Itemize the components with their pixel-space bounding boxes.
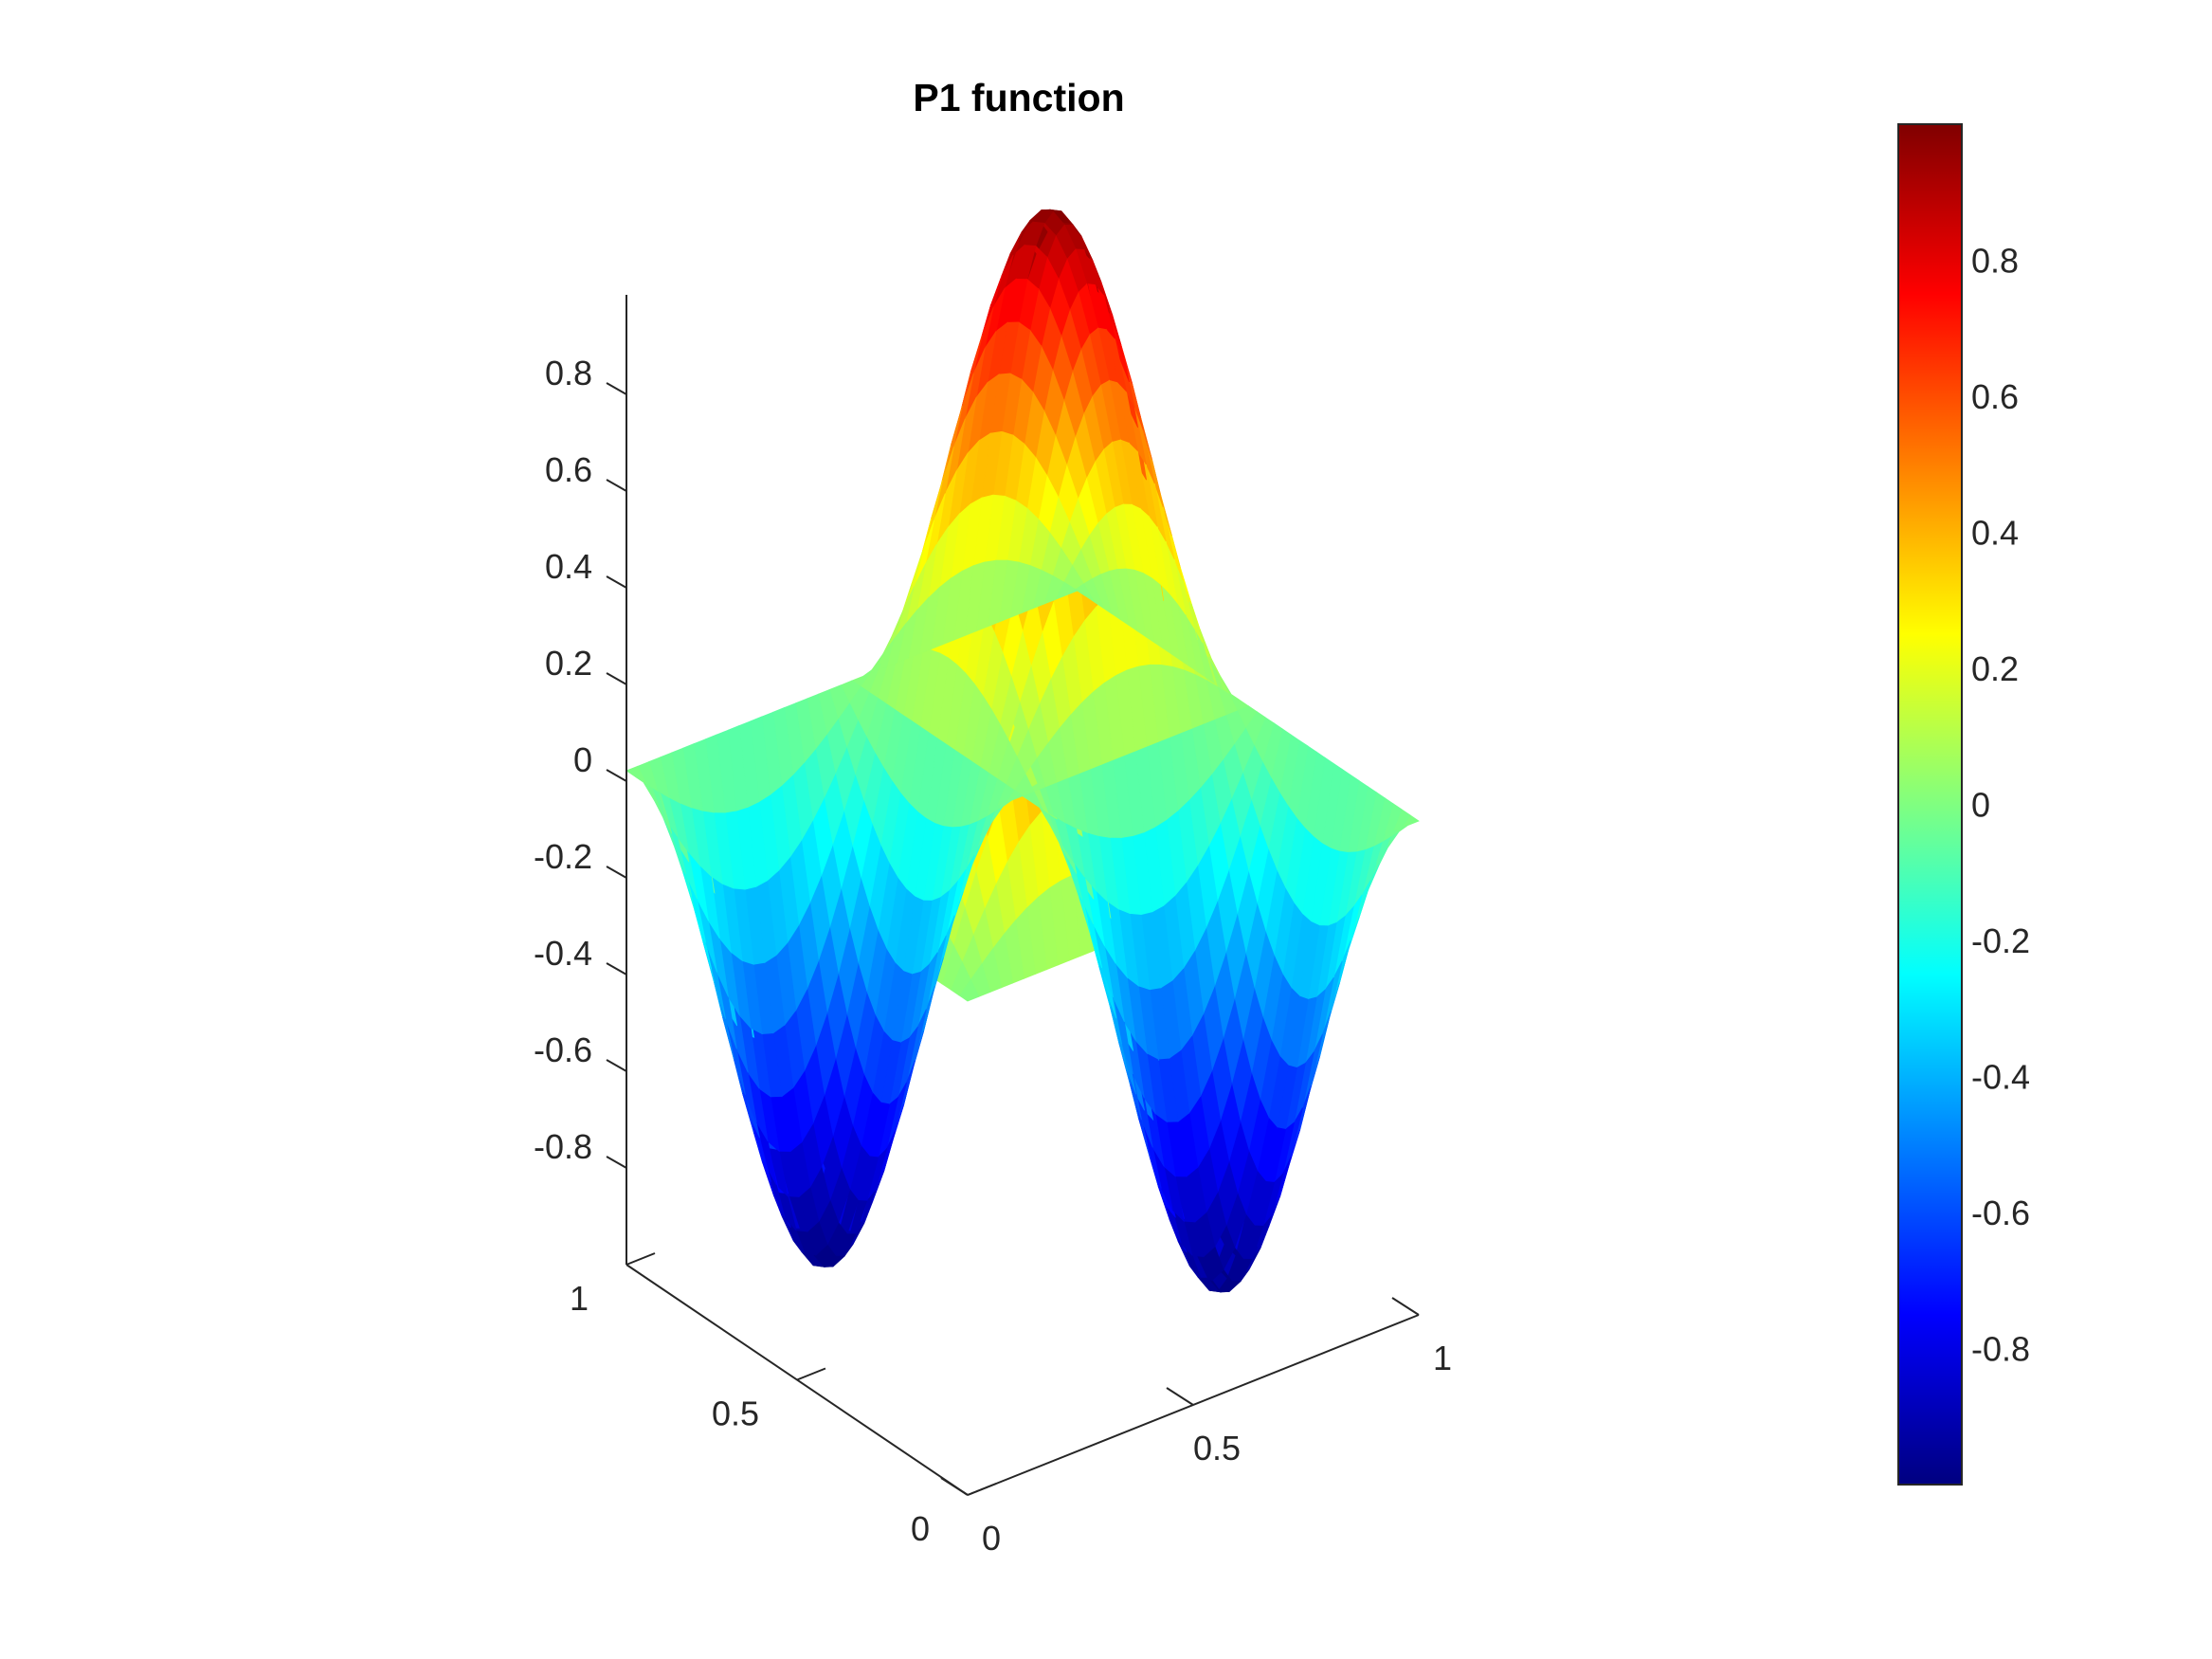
colorbar-bar (1897, 123, 1963, 1486)
z-tick-label: -0.6 (534, 1030, 592, 1069)
x-tick-mark (940, 1477, 969, 1496)
x-tick-mark (1391, 1297, 1420, 1316)
z-tick-mark (606, 962, 627, 975)
z-tick-mark (606, 382, 627, 395)
y-tick-label: 1 (570, 1279, 589, 1318)
y-tick-mark (796, 1367, 826, 1381)
z-tick-label: -0.4 (534, 934, 592, 973)
z-tick-label: 0.2 (545, 644, 592, 683)
z-tick-label: -0.2 (534, 837, 592, 876)
colorbar-tick-label: 0.6 (1971, 377, 2019, 416)
surface-patch (626, 765, 647, 785)
y-tick-mark (967, 1483, 997, 1496)
z-tick-mark (606, 575, 627, 589)
x-tick-label: 0.5 (1193, 1429, 1241, 1468)
z-tick-mark (606, 1059, 627, 1072)
z-tick-label: 0 (573, 740, 592, 779)
surface-plot (626, 209, 1420, 1293)
z-tick-mark (606, 672, 627, 685)
x-tick-mark (1166, 1387, 1194, 1406)
x-tick-label: 0 (982, 1519, 1001, 1558)
x-tick-label: 1 (1433, 1339, 1452, 1377)
z-tick-mark (606, 769, 627, 782)
colorbar (1897, 123, 1963, 1486)
colorbar-tick-label: 0.2 (1971, 649, 2019, 688)
colorbar-tick-label: -0.8 (1971, 1330, 2030, 1369)
y-tick-label: 0.5 (712, 1395, 759, 1433)
colorbar-tick-label: 0.8 (1971, 242, 2019, 281)
z-tick-label: -0.8 (534, 1127, 592, 1166)
y-tick-label: 0 (911, 1509, 930, 1548)
colorbar-tick-label: 0.4 (1971, 514, 2019, 553)
colorbar-tick-label: -0.2 (1971, 921, 2030, 960)
axis-ticks: -0.8 -0.6 -0.4 -0.2 0 0.2 0.4 0.6 0.8 0 0.5 1 0 0.5 1 -… (534, 242, 2030, 1559)
y-tick-mark (626, 1252, 656, 1266)
colorbar-tick-label: 0 (1971, 786, 1990, 825)
z-tick-label: 0.6 (545, 450, 592, 489)
chart-title: P1 function (913, 76, 1124, 119)
z-tick-label: 0.4 (545, 547, 592, 586)
z-tick-mark (606, 866, 627, 879)
z-tick-label: 0.8 (545, 354, 592, 392)
colorbar-tick-label: -0.6 (1971, 1194, 2030, 1232)
z-tick-mark (606, 479, 627, 492)
z-tick-mark (606, 1156, 627, 1169)
colorbar-tick-label: -0.4 (1971, 1058, 2030, 1097)
